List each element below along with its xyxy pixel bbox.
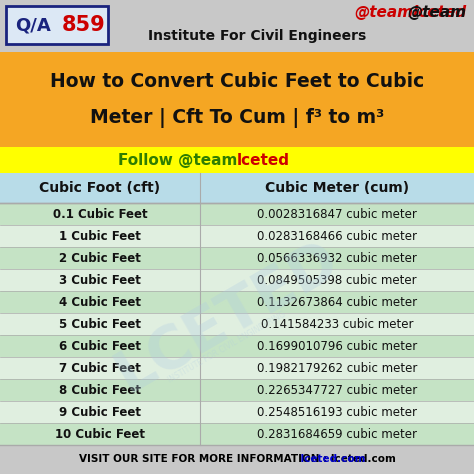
Text: Cubic Meter (cum): Cubic Meter (cum) xyxy=(265,181,409,195)
Text: 5 Cubic Feet: 5 Cubic Feet xyxy=(59,318,141,330)
Bar xyxy=(0,147,474,173)
Text: @team: @team xyxy=(407,4,466,19)
Text: LCETED: LCETED xyxy=(105,230,349,404)
Text: 0.0283168466 cubic meter: 0.0283168466 cubic meter xyxy=(257,229,417,243)
Text: 0.0028316847 cubic meter: 0.0028316847 cubic meter xyxy=(257,208,417,220)
Text: 0.141584233 cubic meter: 0.141584233 cubic meter xyxy=(261,318,413,330)
Text: 3 Cubic Feet: 3 Cubic Feet xyxy=(59,273,141,286)
Text: 0.1982179262 cubic meter: 0.1982179262 cubic meter xyxy=(257,362,417,374)
Text: 0.2265347727 cubic meter: 0.2265347727 cubic meter xyxy=(257,383,417,396)
Text: 4 Cubic Feet: 4 Cubic Feet xyxy=(59,295,141,309)
Bar xyxy=(0,203,474,225)
Text: Meter | Cft To Cum | f³ to m³: Meter | Cft To Cum | f³ to m³ xyxy=(90,108,384,128)
Bar xyxy=(0,247,474,269)
Text: 0.2548516193 cubic meter: 0.2548516193 cubic meter xyxy=(257,405,417,419)
Bar xyxy=(0,335,474,357)
Text: 0.0849505398 cubic meter: 0.0849505398 cubic meter xyxy=(257,273,417,286)
Text: 2 Cubic Feet: 2 Cubic Feet xyxy=(59,252,141,264)
Text: 859: 859 xyxy=(62,15,106,35)
Bar xyxy=(0,357,474,379)
Text: 0.0566336932 cubic meter: 0.0566336932 cubic meter xyxy=(257,252,417,264)
Text: 8 Cubic Feet: 8 Cubic Feet xyxy=(59,383,141,396)
Text: 1 Cubic Feet: 1 Cubic Feet xyxy=(59,229,141,243)
Text: 7 Cubic Feet: 7 Cubic Feet xyxy=(59,362,141,374)
Bar xyxy=(0,173,474,203)
Text: How to Convert Cubic Feet to Cubic: How to Convert Cubic Feet to Cubic xyxy=(50,72,424,91)
Bar xyxy=(0,269,474,291)
Text: @teamlceted: @teamlceted xyxy=(354,4,466,19)
FancyBboxPatch shape xyxy=(6,6,108,44)
Bar xyxy=(0,313,474,335)
Text: 0.1 Cubic Feet: 0.1 Cubic Feet xyxy=(53,208,147,220)
Bar xyxy=(0,52,474,147)
Text: 10 Cubic Feet: 10 Cubic Feet xyxy=(55,428,145,440)
Bar xyxy=(0,291,474,313)
Bar xyxy=(0,423,474,445)
Text: 9 Cubic Feet: 9 Cubic Feet xyxy=(59,405,141,419)
Bar xyxy=(0,401,474,423)
Bar xyxy=(0,225,474,247)
Text: Follow @team: Follow @team xyxy=(118,153,237,167)
Text: VISIT OUR SITE FOR MORE INFORMATION : lceted.com: VISIT OUR SITE FOR MORE INFORMATION : lc… xyxy=(79,455,395,465)
Bar xyxy=(0,0,474,52)
Text: Cubic Foot (cft): Cubic Foot (cft) xyxy=(39,181,161,195)
Text: lceted.com: lceted.com xyxy=(112,455,366,465)
Text: Institute For Civil Engineers: Institute For Civil Engineers xyxy=(148,29,366,43)
Text: 0.2831684659 cubic meter: 0.2831684659 cubic meter xyxy=(257,428,417,440)
Text: INSTITUTE FOR CIVIL ENGINEERING: INSTITUTE FOR CIVIL ENGINEERING xyxy=(167,310,287,384)
Text: 0.1699010796 cubic meter: 0.1699010796 cubic meter xyxy=(257,339,417,353)
Text: 0.1132673864 cubic meter: 0.1132673864 cubic meter xyxy=(257,295,417,309)
Text: Q/A: Q/A xyxy=(15,16,51,34)
Bar xyxy=(0,379,474,401)
Text: 6 Cubic Feet: 6 Cubic Feet xyxy=(59,339,141,353)
Text: lceted: lceted xyxy=(237,153,290,167)
Bar xyxy=(0,445,474,474)
